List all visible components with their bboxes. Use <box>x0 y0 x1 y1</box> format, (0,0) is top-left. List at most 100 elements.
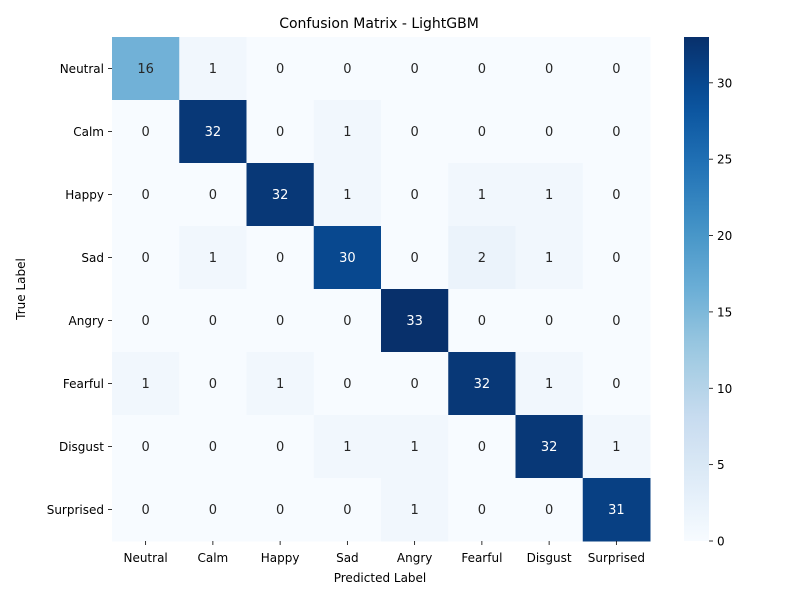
heatmap-cell <box>246 37 315 101</box>
cell-value-label: 0 <box>209 503 217 518</box>
heatmap-cell <box>112 163 180 227</box>
colorbar-tick-label: 15 <box>717 305 732 319</box>
heatmap-cell <box>246 352 315 416</box>
heatmap-cell <box>515 100 584 164</box>
colorbar-tick-label: 30 <box>717 76 732 90</box>
x-axis-label: Predicted Label <box>334 571 427 585</box>
colorbar-tick-label: 0 <box>717 535 725 549</box>
cell-value-label: 0 <box>276 440 284 455</box>
heatmap-cell <box>179 289 247 353</box>
heatmap-cell <box>381 226 449 290</box>
cell-value-label: 0 <box>612 314 620 329</box>
cell-value-label: 30 <box>339 251 356 266</box>
heatmap-cell <box>381 37 449 101</box>
cell-value-label: 1 <box>545 188 553 203</box>
heatmap-cell <box>448 289 516 353</box>
cell-value-label: 0 <box>478 314 486 329</box>
heatmap-cell <box>112 415 180 479</box>
cell-value-label: 1 <box>410 503 418 518</box>
heatmap-cell <box>179 352 247 416</box>
heatmap-cell <box>112 226 180 290</box>
cell-value-label: 0 <box>478 503 486 518</box>
cell-value-label: 32 <box>272 188 289 203</box>
heatmap-cell <box>515 163 584 227</box>
cell-value-label: 0 <box>545 62 553 77</box>
cell-value-label: 1 <box>343 125 351 140</box>
cell-value-label: 0 <box>209 314 217 329</box>
heatmap-cell <box>582 352 651 416</box>
heatmap-cell <box>448 352 516 416</box>
heatmap-cell <box>313 352 382 416</box>
cell-value-label: 0 <box>612 377 620 392</box>
heatmap-cell <box>515 415 584 479</box>
cell-value-label: 32 <box>541 440 558 455</box>
cell-value-label: 0 <box>410 251 418 266</box>
x-tick-label: Neutral <box>123 551 167 565</box>
cell-value-label: 2 <box>478 251 486 266</box>
cell-value-label: 0 <box>141 440 149 455</box>
heatmap-cell <box>582 163 651 227</box>
cell-value-label: 0 <box>276 251 284 266</box>
cell-value-label: 0 <box>410 377 418 392</box>
colorbar-tick-label: 5 <box>717 458 725 472</box>
heatmap-cell <box>246 100 315 164</box>
cell-value-label: 0 <box>478 62 486 77</box>
chart-title: Confusion Matrix - LightGBM <box>279 16 479 32</box>
heatmap-cell <box>448 37 516 101</box>
cell-value-label: 0 <box>209 188 217 203</box>
y-tick-label: Surprised <box>47 503 104 517</box>
y-tick-label: Happy <box>65 188 104 202</box>
heatmap-cell <box>313 100 382 164</box>
cell-value-label: 0 <box>141 125 149 140</box>
heatmap-cell <box>112 478 180 542</box>
cell-value-label: 1 <box>612 440 620 455</box>
heatmap-cell <box>582 226 651 290</box>
heatmap-cell <box>179 163 247 227</box>
cell-value-label: 1 <box>545 251 553 266</box>
y-tick-label: Neutral <box>60 62 104 76</box>
cell-value-label: 0 <box>141 503 149 518</box>
heatmap-cell <box>112 100 180 164</box>
cell-value-label: 33 <box>406 314 423 329</box>
cell-value-label: 0 <box>209 440 217 455</box>
heatmap-cell <box>112 352 180 416</box>
x-tick-label: Surprised <box>588 551 645 565</box>
cell-value-label: 0 <box>343 62 351 77</box>
colorbar-tick-label: 20 <box>717 229 732 243</box>
cell-value-label: 0 <box>612 62 620 77</box>
cell-value-label: 0 <box>209 377 217 392</box>
cell-value-label: 31 <box>608 503 625 518</box>
y-tick-label: Angry <box>69 314 104 328</box>
heatmap-cell <box>246 226 315 290</box>
cell-value-label: 0 <box>141 314 149 329</box>
heatmap-cell <box>582 415 651 479</box>
heatmap-cell <box>246 289 315 353</box>
x-tick-label: Happy <box>261 551 300 565</box>
cell-value-label: 0 <box>545 314 553 329</box>
heatmap-cell <box>381 478 449 542</box>
y-tick-label: Fearful <box>63 377 104 391</box>
heatmap-cell <box>448 100 516 164</box>
heatmap-cell <box>313 289 382 353</box>
cell-value-label: 1 <box>343 188 351 203</box>
cell-value-label: 0 <box>276 314 284 329</box>
heatmap-cell <box>313 226 382 290</box>
heatmap-cell <box>582 100 651 164</box>
heatmap-cell <box>179 226 247 290</box>
cell-value-label: 0 <box>410 62 418 77</box>
heatmap-cell <box>381 415 449 479</box>
cell-value-label: 0 <box>276 62 284 77</box>
cell-value-label: 0 <box>141 251 149 266</box>
cell-value-label: 0 <box>410 125 418 140</box>
cell-value-label: 0 <box>478 440 486 455</box>
cell-value-label: 0 <box>276 125 284 140</box>
heatmap-cell <box>582 289 651 353</box>
colorbar-tick-label: 10 <box>717 382 732 396</box>
cell-value-label: 0 <box>343 377 351 392</box>
y-tick-label: Disgust <box>59 440 104 454</box>
heatmap-cell <box>179 415 247 479</box>
cell-value-label: 0 <box>612 125 620 140</box>
heatmap-cell <box>381 352 449 416</box>
heatmap-cell <box>179 100 247 164</box>
